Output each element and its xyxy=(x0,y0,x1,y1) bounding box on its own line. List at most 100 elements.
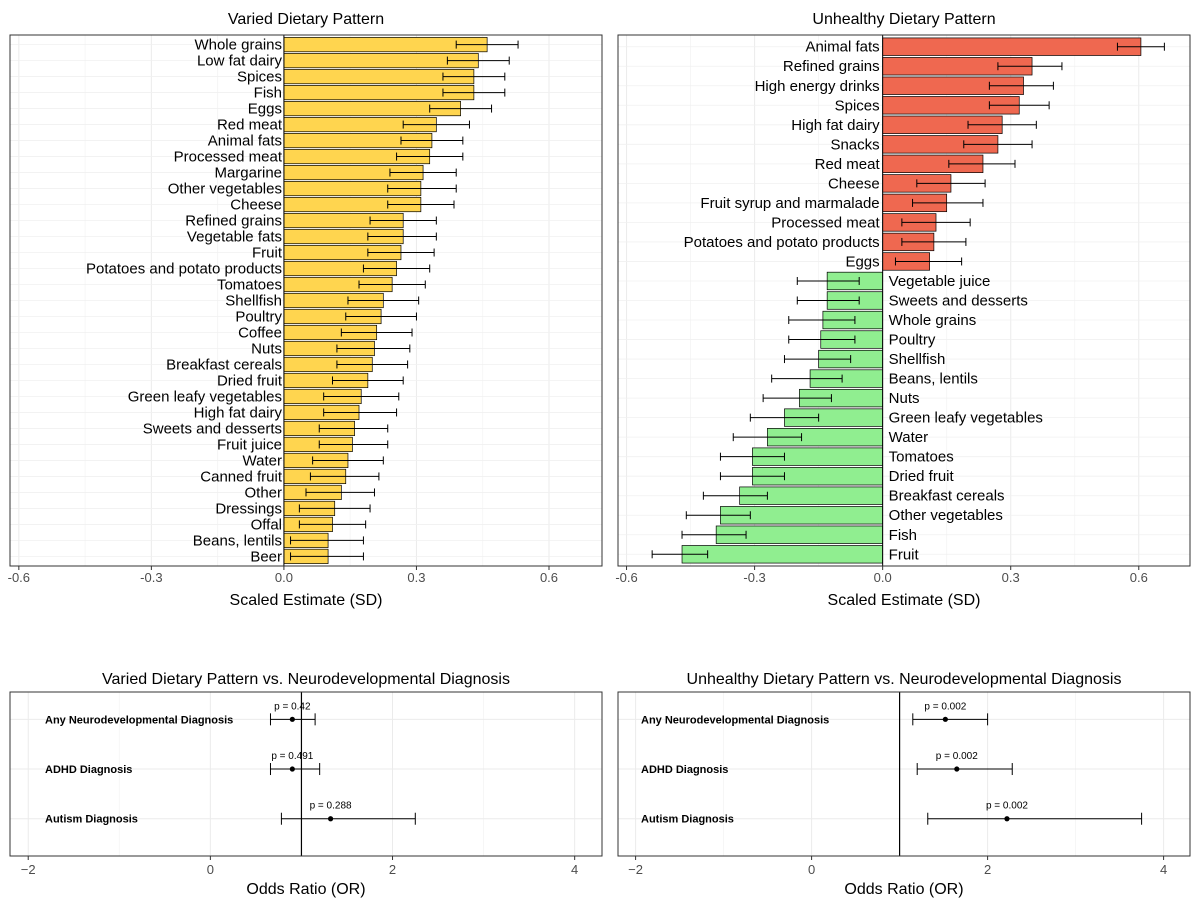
chart-title: Unhealthy Dietary Pattern xyxy=(812,11,995,28)
chart-title: Unhealthy Dietary Pattern vs. Neurodevel… xyxy=(687,671,1122,688)
category-label: Cheese xyxy=(230,197,282,214)
category-label: Fruit xyxy=(889,546,920,563)
point-estimate xyxy=(289,716,295,722)
category-label: Tomatoes xyxy=(889,449,954,466)
p-value-label: p = 0.42 xyxy=(274,701,311,712)
category-label: Tomatoes xyxy=(217,277,282,294)
category-label: Animal fats xyxy=(805,39,879,56)
category-label: Offal xyxy=(251,516,282,533)
category-label: Canned fruit xyxy=(200,468,283,485)
x-tick-label: 0.3 xyxy=(407,570,425,585)
x-tick-label: -0.3 xyxy=(140,570,162,585)
category-label: Animal fats xyxy=(208,133,282,150)
x-tick-label: 0 xyxy=(808,862,815,877)
category-label: Poultry xyxy=(235,308,282,325)
x-tick-label: 0.3 xyxy=(1002,570,1020,585)
category-label: Whole grains xyxy=(194,37,282,54)
panel-border xyxy=(9,691,603,857)
category-label: Breakfast cereals xyxy=(166,356,282,373)
category-label: Spices xyxy=(237,69,282,86)
x-tick-label: 4 xyxy=(571,862,578,877)
category-label: Fish xyxy=(889,527,917,544)
x-axis-label: Odds Ratio (OR) xyxy=(246,881,365,898)
category-label: Beans, lentils xyxy=(889,371,978,388)
x-tick-label: -0.6 xyxy=(8,570,30,585)
x-tick-label: −2 xyxy=(628,862,643,877)
category-label: Poultry xyxy=(889,332,936,349)
x-tick-label: 4 xyxy=(1160,862,1167,877)
category-label: Fruit xyxy=(252,245,283,262)
category-label: High fat dairy xyxy=(194,404,283,421)
category-label: Refined grains xyxy=(185,213,282,230)
point-estimate xyxy=(942,716,948,722)
category-label: Low fat dairy xyxy=(197,53,283,70)
x-tick-label: 0.0 xyxy=(874,570,892,585)
category-label: Beans, lentils xyxy=(193,532,282,549)
point-estimate xyxy=(327,816,334,822)
x-axis-label: Odds Ratio (OR) xyxy=(844,881,963,898)
category-label: Fruit syrup and marmalade xyxy=(700,195,879,212)
category-label: Processed meat xyxy=(771,214,880,231)
category-label: Coffee xyxy=(238,324,282,341)
category-label: Nuts xyxy=(251,340,282,357)
p-value-label: p = 0.002 xyxy=(924,701,966,712)
category-label: Sweets and desserts xyxy=(889,293,1028,310)
category-label: Sweets and desserts xyxy=(143,420,282,437)
x-axis-label: Scaled Estimate (SD) xyxy=(230,592,383,609)
x-tick-label: 0.0 xyxy=(275,570,293,585)
panel-border xyxy=(617,691,1191,857)
panel-border xyxy=(9,34,603,567)
category-label: Fruit juice xyxy=(217,436,282,453)
category-label: Vegetable fats xyxy=(187,229,282,246)
category-label: Green leafy vegetables xyxy=(889,410,1043,427)
x-axis-label: Scaled Estimate (SD) xyxy=(828,592,981,609)
category-label: Water xyxy=(889,429,928,446)
category-label: Refined grains xyxy=(783,58,880,75)
varied-forest-panel: Any Neurodevelopmental Diagnosis p = 0.42… xyxy=(9,671,603,898)
category-label: Other vegetables xyxy=(889,507,1003,524)
p-value-label: p = 0.002 xyxy=(986,801,1028,812)
unhealthy-forest-panel: Any Neurodevelopmental Diagnosis p = 0.00… xyxy=(617,671,1191,898)
chart-title: Varied Dietary Pattern xyxy=(228,11,384,28)
x-tick-label: 0 xyxy=(207,862,214,877)
category-label: Any Neurodevelopmental Diagnosis xyxy=(45,714,233,726)
x-tick-label: -0.6 xyxy=(615,570,637,585)
bar xyxy=(882,37,1142,56)
category-label: Nuts xyxy=(889,390,920,407)
category-label: Dried fruit xyxy=(889,468,955,485)
category-label: Vegetable juice xyxy=(889,273,991,290)
p-value-label: p = 0.002 xyxy=(936,751,978,762)
category-label: ADHD Diagnosis xyxy=(45,764,132,776)
category-label: Shellfish xyxy=(889,351,946,368)
category-label: Green leafy vegetables xyxy=(128,388,282,405)
category-label: Beer xyxy=(250,548,282,565)
category-label: Autism Diagnosis xyxy=(641,814,734,826)
category-label: Breakfast cereals xyxy=(889,488,1005,505)
category-label: Margarine xyxy=(214,165,282,182)
point-estimate xyxy=(289,766,295,772)
category-label: Dried fruit xyxy=(217,372,283,389)
x-tick-label: -0.3 xyxy=(743,570,765,585)
category-label: Red meat xyxy=(217,117,283,134)
category-label: Eggs xyxy=(845,253,879,270)
category-label: Other xyxy=(244,484,282,501)
point-estimate xyxy=(1004,816,1010,822)
unhealthy-bar-panel: Animal fats Refined grains High energy dri… xyxy=(615,11,1191,609)
x-tick-label: −2 xyxy=(21,862,36,877)
category-label: Eggs xyxy=(248,101,282,118)
x-tick-label: 2 xyxy=(389,862,396,877)
category-label: Autism Diagnosis xyxy=(45,814,138,826)
category-label: ADHD Diagnosis xyxy=(641,764,728,776)
chart-title: Varied Dietary Pattern vs. Neurodevelopm… xyxy=(102,671,510,688)
category-label: Processed meat xyxy=(174,149,283,166)
category-label: Dressings xyxy=(215,500,282,517)
category-label: High energy drinks xyxy=(755,78,880,95)
category-label: Red meat xyxy=(815,156,881,173)
point-estimate xyxy=(954,766,960,772)
category-label: Snacks xyxy=(830,136,879,153)
x-tick-label: 2 xyxy=(984,862,991,877)
category-label: Potatoes and potato products xyxy=(86,261,282,278)
p-value-label: p = 0.491 xyxy=(271,751,313,762)
